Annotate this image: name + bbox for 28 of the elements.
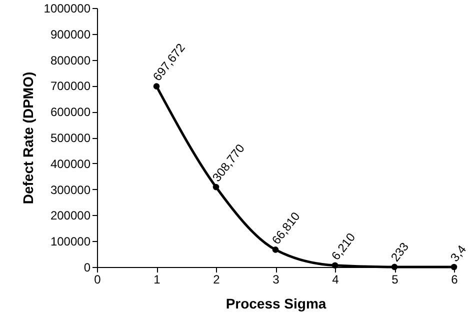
x-tick-label: 6 (451, 272, 458, 286)
x-tick-label: 1 (154, 272, 161, 286)
y-tick-label: 100000 (50, 234, 91, 249)
y-tick-label: 1000000 (44, 2, 91, 16)
point (272, 246, 279, 253)
y-axis-title: Defect Rate (DPMO) (20, 72, 36, 204)
point (153, 83, 160, 90)
point (332, 262, 338, 269)
point (450, 264, 458, 270)
x-tick-label: 5 (392, 272, 399, 286)
x-tick-label: 0 (94, 272, 102, 286)
x-axis-title: Process Sigma (226, 296, 326, 312)
y-tick-label: 900000 (50, 27, 91, 42)
x-tick-label: 3 (272, 272, 280, 286)
data-label: 233 (388, 240, 412, 264)
y-tick-label: 500000 (50, 131, 91, 145)
y-tick-label: 200000 (50, 208, 91, 223)
point (391, 264, 398, 270)
y-tick-label: 300000 (50, 182, 91, 197)
data-label: 3,4 (448, 242, 470, 264)
y-tick-label: 800000 (50, 53, 91, 68)
y-tick-label: 600000 (50, 105, 91, 120)
y-tick-label: 700000 (50, 79, 91, 94)
y-tick-label: 0 (84, 260, 91, 274)
y-tick-label: 400000 (50, 156, 91, 171)
x-tick-label: 2 (213, 272, 220, 286)
x-tick-label: 4 (332, 272, 340, 286)
point (212, 184, 220, 190)
